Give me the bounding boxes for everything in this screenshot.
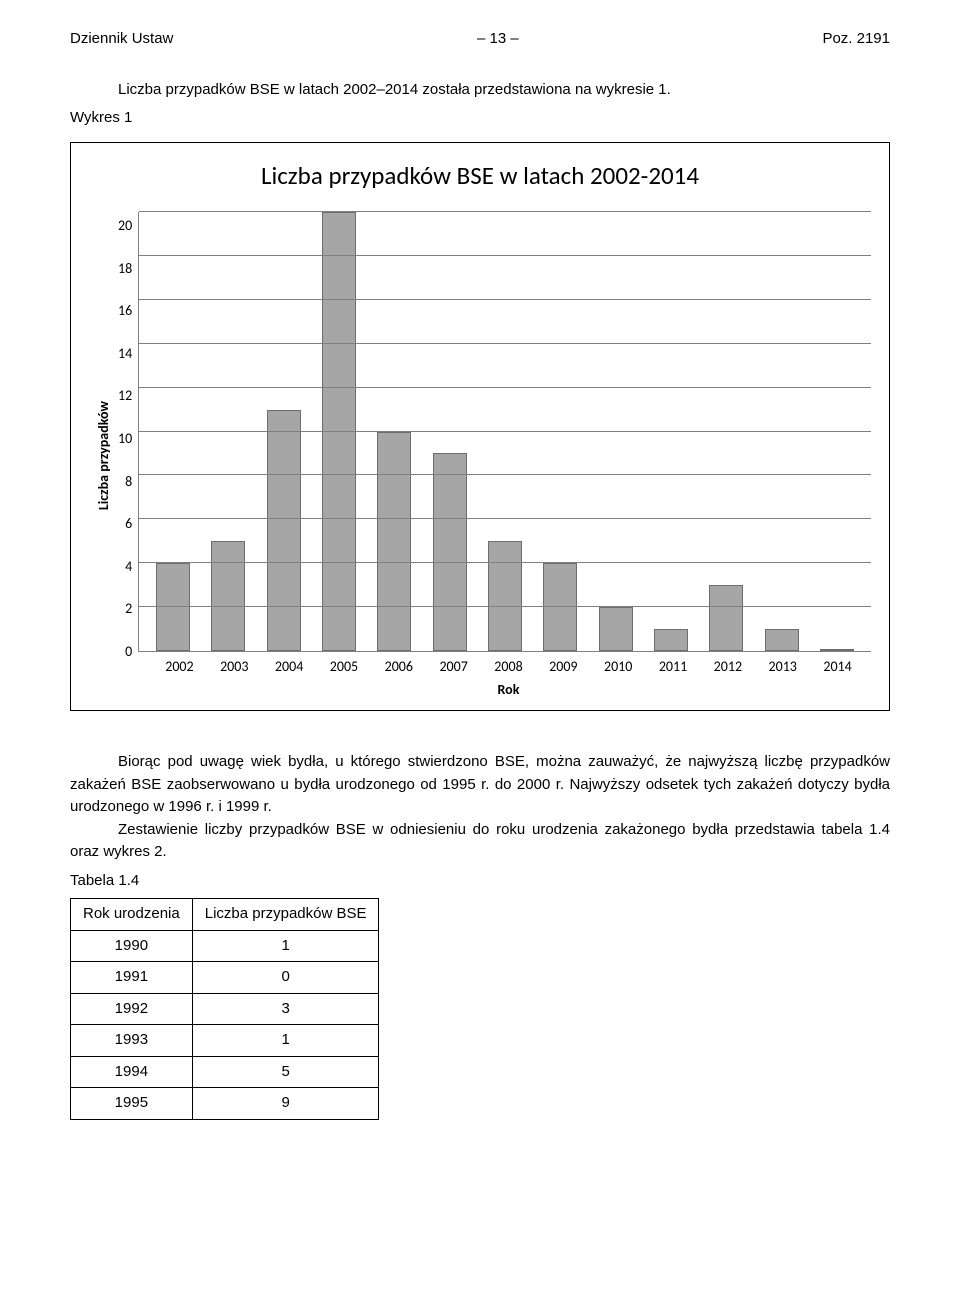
header-center: – 13 – <box>477 28 519 51</box>
y-tick: 4 <box>118 560 132 574</box>
bar-2013 <box>765 629 799 651</box>
x-tick: 2009 <box>546 656 580 677</box>
bar-2010 <box>599 607 633 651</box>
table-cell: 1 <box>192 930 379 962</box>
chart-caption-label: Wykres 1 <box>70 107 890 130</box>
x-axis-label: Rok <box>146 679 871 700</box>
x-tick: 2006 <box>382 656 416 677</box>
y-axis-label: Liczba przypadków <box>89 401 118 510</box>
bar-2006 <box>377 432 411 652</box>
x-tick: 2011 <box>656 656 690 677</box>
gridline <box>139 474 871 475</box>
gridline <box>139 299 871 300</box>
x-tick: 2014 <box>821 656 855 677</box>
table-col1-header: Rok urodzenia <box>71 899 193 931</box>
bar-2008 <box>488 541 522 651</box>
table-cell: 1 <box>192 1025 379 1057</box>
y-tick: 16 <box>118 304 132 318</box>
table-cell: 1993 <box>71 1025 193 1057</box>
bar-2004 <box>267 410 301 651</box>
chart-title: Liczba przypadków BSE w latach 2002-2014 <box>89 157 871 195</box>
bar-2012 <box>709 585 743 651</box>
header-left: Dziennik Ustaw <box>70 28 173 51</box>
table-cell: 1991 <box>71 962 193 994</box>
table-cell: 3 <box>192 993 379 1025</box>
gridline <box>139 518 871 519</box>
x-tick: 2010 <box>601 656 635 677</box>
x-tick: 2002 <box>162 656 196 677</box>
x-tick: 2008 <box>491 656 525 677</box>
page-header: Dziennik Ustaw – 13 – Poz. 2191 <box>70 28 890 51</box>
body-paragraph-2: Zestawienie liczby przypadków BSE w odni… <box>70 819 890 864</box>
table-cell: 9 <box>192 1088 379 1120</box>
header-right: Poz. 2191 <box>822 28 890 51</box>
table-row: 19931 <box>71 1025 379 1057</box>
table-col2-header: Liczba przypadków BSE <box>192 899 379 931</box>
x-tick: 2005 <box>327 656 361 677</box>
table-cell: 1995 <box>71 1088 193 1120</box>
y-tick: 0 <box>118 645 132 659</box>
y-tick: 20 <box>118 219 132 233</box>
bar-2003 <box>211 541 245 651</box>
chart-container: Liczba przypadków BSE w latach 2002-2014… <box>70 142 890 712</box>
table-cell: 1992 <box>71 993 193 1025</box>
bar-2014 <box>820 649 854 651</box>
y-axis-ticks: 02468101214161820 <box>118 212 138 652</box>
intro-text: Liczba przypadków BSE w latach 2002–2014… <box>70 79 890 102</box>
table-row: 19923 <box>71 993 379 1025</box>
gridline <box>139 343 871 344</box>
gridline <box>139 562 871 563</box>
gridline <box>139 606 871 607</box>
x-tick: 2013 <box>766 656 800 677</box>
x-tick: 2012 <box>711 656 745 677</box>
x-tick: 2007 <box>437 656 471 677</box>
y-tick: 2 <box>118 602 132 616</box>
table-row: 19945 <box>71 1056 379 1088</box>
y-tick: 12 <box>118 389 132 403</box>
body-paragraph-1: Biorąc pod uwagę wiek bydła, u którego s… <box>70 751 890 819</box>
bar-2005 <box>322 212 356 651</box>
table-cell: 1994 <box>71 1056 193 1088</box>
bar-2007 <box>433 453 467 651</box>
data-table: Rok urodzenia Liczba przypadków BSE 1990… <box>70 898 379 1120</box>
gridline <box>139 387 871 388</box>
bar-2011 <box>654 629 688 651</box>
table-cell: 5 <box>192 1056 379 1088</box>
chart-body: Liczba przypadków 0 2 4 6 8 10 12 14 16 18 20 2002… <box>89 212 871 700</box>
table-caption-label: Tabela 1.4 <box>70 870 890 893</box>
table-cell: 0 <box>192 962 379 994</box>
table-row: 19910 <box>71 962 379 994</box>
y-tick: 10 <box>118 432 132 446</box>
y-tick: 8 <box>118 475 132 489</box>
x-tick: 2003 <box>217 656 251 677</box>
x-tick: 2004 <box>272 656 306 677</box>
gridline <box>139 211 871 212</box>
table-row: 19959 <box>71 1088 379 1120</box>
x-axis-ticks: 2002 2003 2004 2005 2006 2007 2008 2009 2010 2011… <box>146 652 871 677</box>
gridline <box>139 255 871 256</box>
gridline <box>139 431 871 432</box>
y-tick: 6 <box>118 517 132 531</box>
table-cell: 1990 <box>71 930 193 962</box>
table-row: 19901 <box>71 930 379 962</box>
plot-area <box>138 212 871 652</box>
bars-group <box>139 212 871 651</box>
y-tick: 18 <box>118 262 132 276</box>
y-tick: 14 <box>118 347 132 361</box>
